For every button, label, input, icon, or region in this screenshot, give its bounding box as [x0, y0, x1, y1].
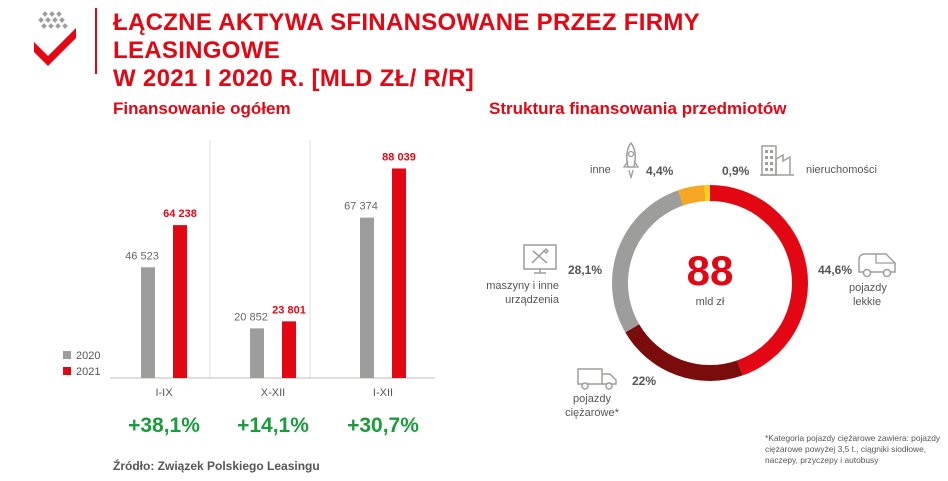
legend-swatch-2020: [63, 351, 71, 359]
footnote: *Kategoria pojazdy ciężarowe zawiera: po…: [765, 433, 941, 465]
car-icon: [858, 253, 896, 278]
data-label-2021-I-XII: 88 039: [382, 151, 416, 163]
donut-slice-pojazdy-lekkie: [709, 185, 808, 376]
data-label-2021-I-IX: 64 238: [163, 208, 197, 220]
slice-label-maszyny: 28,1%: [568, 263, 603, 277]
bar-2020-I-XII: [360, 217, 374, 378]
bar-2020-I-IX: [141, 267, 155, 378]
slice-name-pojazdy-ciezarowe: pojazdy ciężarowe*: [565, 393, 619, 419]
slice-name-inne: inne: [590, 164, 611, 176]
bar-2021-X-XII: [282, 321, 296, 378]
company-logo-icon: [34, 11, 76, 66]
data-label-2021-X-XII: 23 801: [272, 304, 306, 316]
rocket-icon: [622, 141, 640, 179]
donut-slice-inne: [677, 185, 706, 206]
data-label-2020-I-XII: 67 374: [344, 201, 378, 213]
donut-center-value: 88: [687, 247, 734, 294]
category-label: I-IX: [155, 387, 173, 399]
donut-slice-maszyny-i-inne-urz-dzenia: [612, 190, 684, 333]
legend-label-2021: 2021: [76, 366, 100, 378]
legend-swatch-2021: [63, 367, 71, 375]
data-label-2020-X-XII: 20 852: [234, 311, 268, 323]
slice-label-inne: 4,4%: [646, 164, 674, 178]
slice-label-pojazdy-ciezarowe: 22%: [632, 374, 657, 388]
slice-label-pojazdy-lekkie: 44,6%: [818, 263, 853, 277]
slice-name-pojazdy-lekkie: pojazdy lekkie: [849, 282, 887, 308]
truck-icon: [577, 368, 617, 390]
donut-slice-pojazdy-ci-arowe-: [625, 324, 743, 381]
change-label: +14,1%: [237, 414, 309, 437]
right-chart-title: Struktura finansowania przedmiotów: [489, 99, 787, 118]
category-label: I-XII: [373, 387, 393, 399]
change-label: +38,1%: [128, 414, 200, 437]
data-label-2020-I-IX: 46 523: [125, 250, 159, 262]
legend-label-2020: 2020: [76, 350, 100, 362]
machinery-icon: [523, 244, 557, 274]
bar-2021-I-XII: [392, 168, 406, 378]
slice-label-nieruchomosci: 0,9%: [722, 164, 750, 178]
donut-center-unit: mld zł: [696, 296, 725, 308]
title-line-1: ŁĄCZNE AKTYWA SFINANSOWANE PRZEZ FIRMY L…: [113, 9, 700, 64]
slice-name-maszyny: maszyny i inne urządzenia: [486, 280, 559, 306]
bar-2020-X-XII: [250, 328, 264, 378]
category-label: X-XII: [261, 387, 285, 399]
change-label: +30,7%: [347, 414, 419, 437]
title-line-2: W 2021 I 2020 R. [MLD ZŁ/ R/R]: [113, 65, 475, 92]
slice-name-nieruchomosci: nieruchomości: [806, 164, 877, 176]
building-icon: [760, 145, 794, 176]
left-chart-title: Finansowanie ogółem: [113, 99, 291, 118]
bar-2021-I-IX: [173, 225, 187, 378]
title-divider: [95, 8, 97, 74]
source-note: Źródło: Związek Polskiego Leasingu: [113, 459, 320, 473]
page-title: ŁĄCZNE AKTYWA SFINANSOWANE PRZEZ FIRMY L…: [113, 9, 853, 93]
